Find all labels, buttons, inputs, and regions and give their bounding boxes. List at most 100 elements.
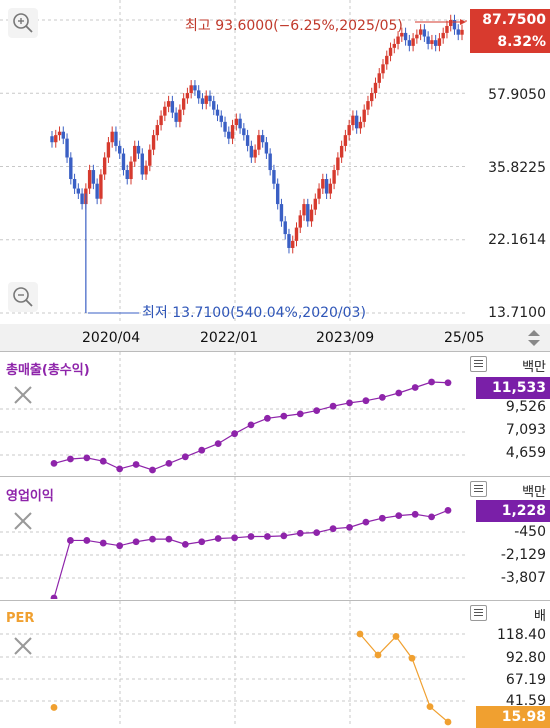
data-point bbox=[67, 537, 74, 544]
candle bbox=[234, 118, 239, 126]
candle bbox=[324, 179, 329, 194]
candle bbox=[114, 131, 118, 146]
candle bbox=[317, 188, 321, 199]
data-point bbox=[329, 402, 337, 410]
x-axis-bar[interactable] bbox=[0, 324, 550, 351]
per-line bbox=[359, 633, 449, 723]
data-point bbox=[83, 537, 91, 544]
data-point bbox=[132, 461, 140, 468]
price-chart[interactable] bbox=[0, 0, 550, 325]
candle bbox=[245, 135, 250, 146]
data-point bbox=[50, 704, 58, 711]
data-point bbox=[313, 529, 321, 537]
data-point bbox=[329, 525, 337, 533]
x-axis-label: 25/05 bbox=[444, 330, 485, 346]
candle bbox=[309, 209, 314, 222]
data-point bbox=[378, 394, 386, 401]
zoom-out-button[interactable] bbox=[8, 282, 38, 312]
candle bbox=[336, 157, 340, 171]
revenue-menu-button[interactable] bbox=[470, 356, 487, 372]
candle bbox=[370, 93, 374, 102]
data-point bbox=[362, 518, 370, 526]
close-revenue-button[interactable] bbox=[10, 382, 36, 408]
data-point bbox=[264, 414, 271, 422]
close-operating-profit-button[interactable] bbox=[10, 508, 36, 534]
candle bbox=[200, 98, 205, 104]
candle bbox=[377, 73, 381, 83]
price-y-label: 57.9050 bbox=[488, 87, 546, 103]
zoom-in-icon bbox=[13, 13, 33, 33]
candle bbox=[306, 204, 310, 222]
data-point bbox=[395, 512, 403, 519]
candle bbox=[294, 227, 299, 241]
candle bbox=[249, 145, 254, 158]
candle bbox=[118, 145, 122, 154]
candle bbox=[272, 170, 276, 184]
price-change-tag: 8.32% bbox=[470, 31, 550, 53]
candle bbox=[343, 135, 348, 146]
data-point bbox=[392, 633, 400, 640]
data-point bbox=[116, 465, 124, 473]
data-point bbox=[296, 529, 304, 537]
price-y-label: 13.7100 bbox=[488, 305, 546, 321]
candle bbox=[298, 215, 302, 228]
candle bbox=[148, 149, 152, 166]
candle bbox=[339, 145, 344, 158]
candle bbox=[155, 125, 160, 136]
candle bbox=[238, 118, 242, 129]
candle bbox=[125, 170, 129, 180]
candle bbox=[313, 198, 318, 210]
close-icon bbox=[14, 512, 32, 530]
scroll-arrows-icon[interactable] bbox=[524, 328, 544, 348]
candle bbox=[351, 115, 355, 126]
data-point bbox=[362, 397, 370, 405]
data-point bbox=[165, 535, 173, 543]
revenue-title: 총매출(총수익) bbox=[6, 363, 90, 378]
zoom-in-button[interactable] bbox=[8, 8, 38, 38]
candle bbox=[411, 38, 415, 46]
candle bbox=[392, 43, 396, 48]
candle bbox=[159, 115, 163, 126]
operating-profit-chart[interactable] bbox=[0, 477, 550, 599]
candle bbox=[460, 29, 464, 35]
candle bbox=[388, 47, 393, 56]
per-unit: 배 bbox=[534, 609, 546, 624]
data-point bbox=[149, 535, 156, 543]
candle bbox=[151, 135, 156, 150]
candle bbox=[208, 95, 212, 102]
operating-profit-y-label: -450 bbox=[514, 524, 546, 540]
data-point bbox=[132, 538, 140, 546]
data-point bbox=[411, 384, 419, 391]
candle bbox=[449, 20, 453, 26]
panel-divider bbox=[0, 600, 550, 601]
candle bbox=[133, 145, 137, 162]
data-point bbox=[395, 389, 403, 397]
revenue-y-label: 4,659 bbox=[505, 445, 546, 461]
data-point bbox=[99, 457, 107, 465]
per-chart[interactable] bbox=[0, 601, 550, 727]
candle bbox=[189, 85, 193, 94]
candle bbox=[69, 157, 73, 180]
data-point bbox=[149, 466, 156, 474]
candle bbox=[287, 234, 291, 248]
candle bbox=[136, 145, 141, 154]
candle bbox=[291, 240, 295, 248]
high-arrow bbox=[460, 19, 466, 25]
candle bbox=[385, 55, 389, 65]
candle bbox=[433, 40, 438, 46]
operating-profit-menu-button[interactable] bbox=[470, 481, 487, 497]
candle bbox=[430, 40, 434, 44]
candle bbox=[204, 95, 208, 104]
data-point bbox=[231, 534, 238, 542]
candle bbox=[95, 183, 99, 199]
per-menu-button[interactable] bbox=[470, 605, 487, 621]
candle bbox=[129, 161, 133, 180]
high-annotation: 최고 93.6000(−6.25%,2025/05) bbox=[185, 18, 403, 34]
operating-profit-y-label: -2,129 bbox=[500, 547, 546, 563]
revenue-unit: 백만 bbox=[522, 360, 546, 375]
per-y-label: 118.40 bbox=[497, 627, 546, 643]
revenue-chart[interactable] bbox=[0, 352, 550, 475]
revenue-y-label: 7,093 bbox=[505, 422, 546, 438]
candle bbox=[403, 32, 408, 41]
close-per-button[interactable] bbox=[10, 633, 36, 659]
